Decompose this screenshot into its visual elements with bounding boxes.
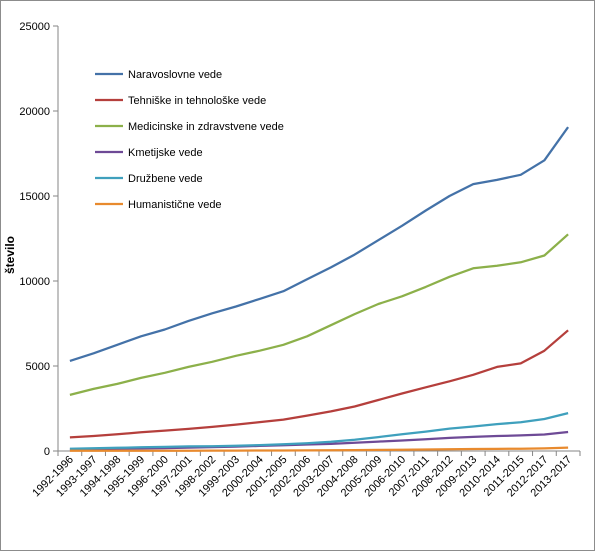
series-line — [69, 412, 569, 450]
y-tick-label: 5000 — [26, 361, 50, 373]
y-tick-label: 15000 — [19, 191, 50, 203]
y-tick-label: 10000 — [19, 276, 50, 288]
y-tick-label: 25000 — [19, 21, 50, 33]
legend-label: Humanistične vede — [128, 199, 222, 211]
y-tick-label: 0 — [44, 446, 50, 458]
series-line — [69, 126, 570, 362]
series-line — [69, 329, 569, 439]
legend-label: Kmetijske vede — [128, 147, 203, 159]
series-line — [69, 233, 569, 396]
legend-label: Medicinske in zdravstvene vede — [128, 121, 284, 133]
legend-label: Tehniške in tehnološke vede — [128, 95, 266, 107]
legend-label: Naravoslovne vede — [128, 69, 222, 81]
y-tick-label: 20000 — [19, 106, 50, 118]
series-line — [69, 430, 569, 451]
legend-label: Družbene vede — [128, 173, 203, 185]
y-axis-label: število — [3, 236, 17, 274]
series-line — [69, 446, 569, 452]
